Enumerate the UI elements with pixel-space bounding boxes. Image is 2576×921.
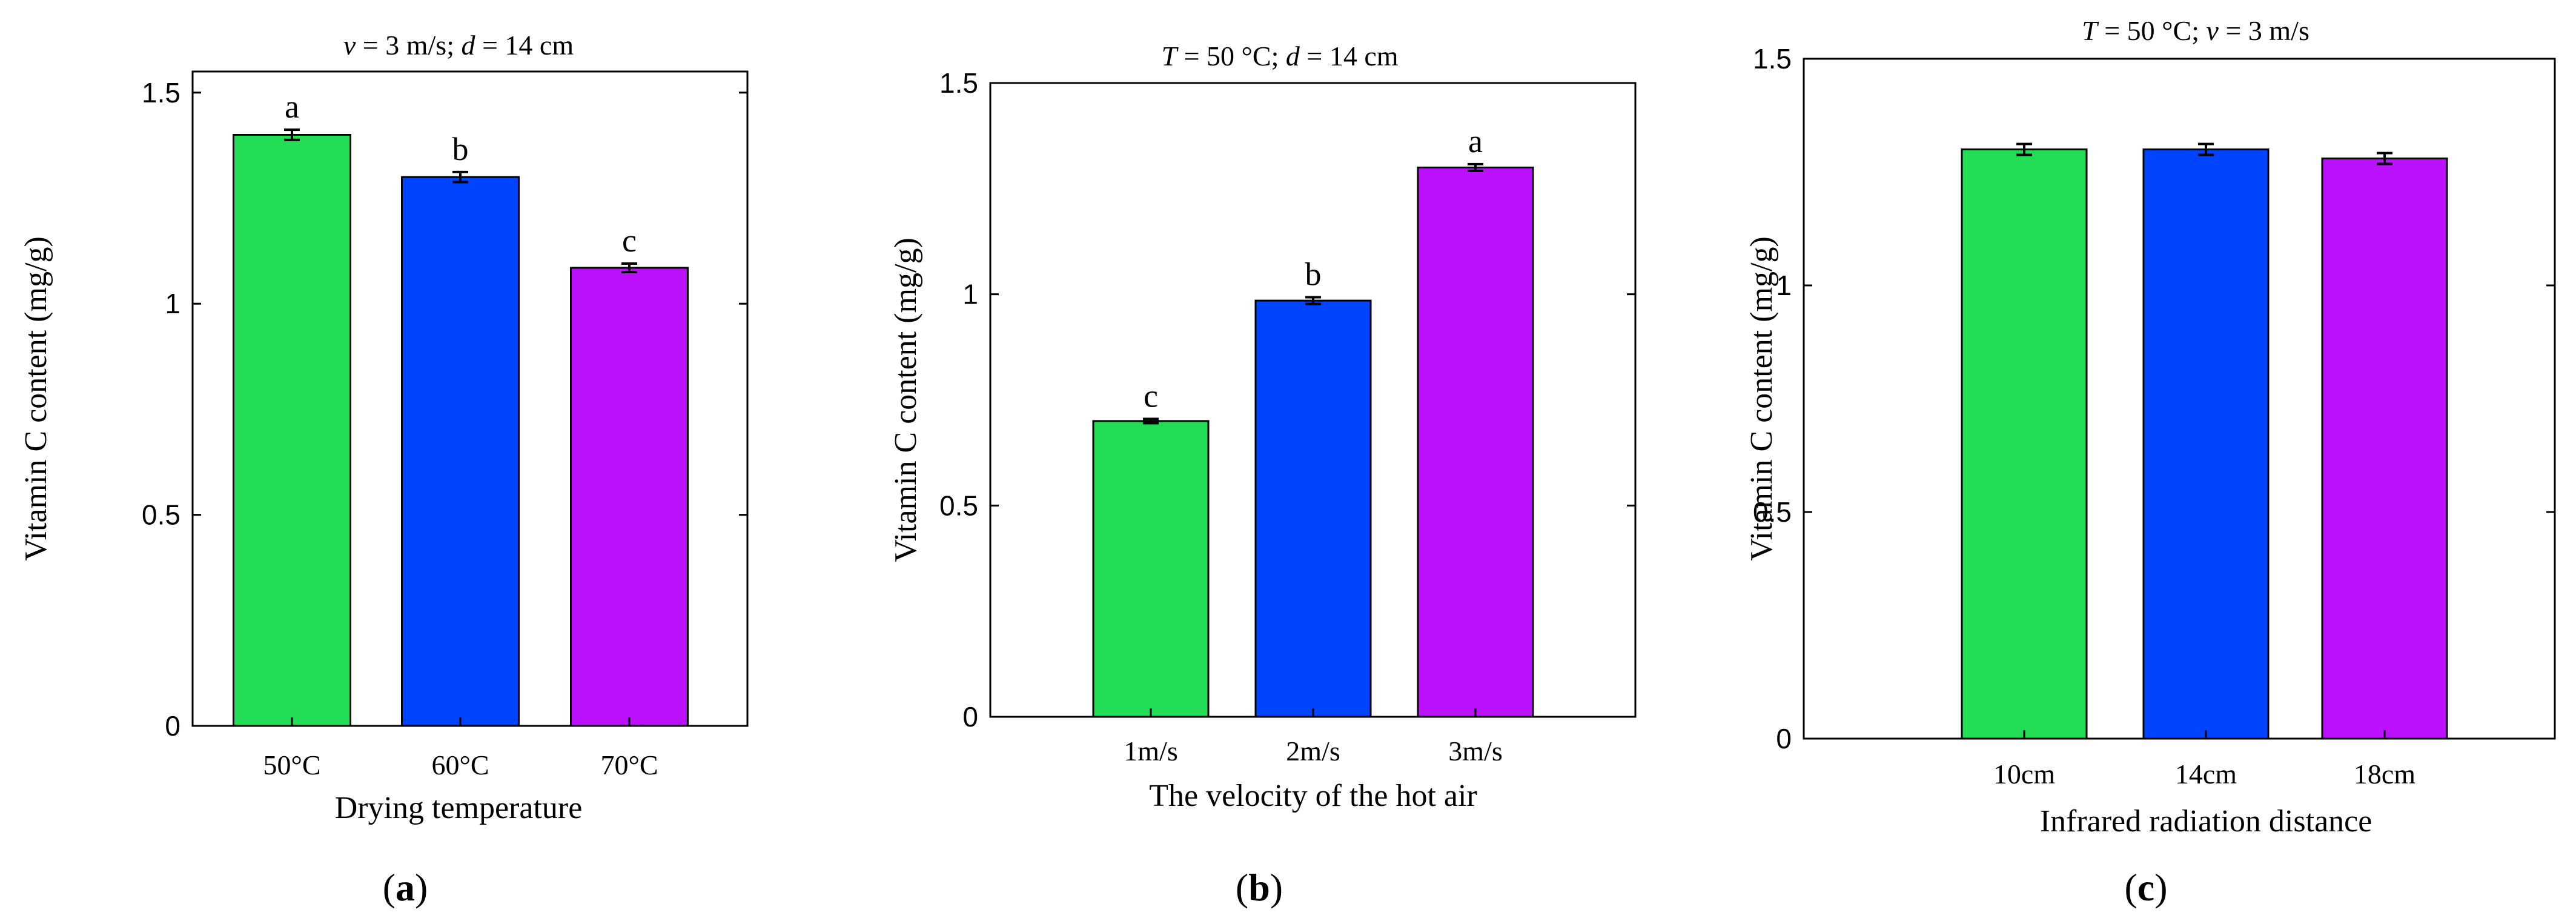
panel-label-c: (c) — [2124, 866, 2167, 909]
chart-c: T = 50 °C; v = 3 m/s 0 0.5 1 1.5 10cm 14cm 18… — [1744, 15, 2556, 909]
chart-a-x-axis-label: Drying temperature — [335, 791, 583, 825]
chart-a-error-bar-0 — [284, 128, 300, 141]
chart-a-x-tick-label-1: 60°C — [431, 750, 489, 780]
chart-c-x-tick-label-2: 18cm — [2354, 759, 2415, 790]
chart-b-error-bar-1 — [1305, 296, 1321, 305]
chart-c-x-tick-label-1: 14cm — [2175, 759, 2237, 790]
chart-a-y-tick-label-1: 0.5 — [142, 499, 180, 531]
chart-a-error-bar-2 — [621, 262, 637, 273]
chart-b-x-tick-label-0: 1m/s — [1124, 736, 1177, 766]
chart-b-error-bar-0 — [1143, 417, 1159, 425]
chart-a: v = 3 m/s; d = 14 cm 0 0.5 1 1.5 a b c 50°C 60… — [19, 30, 749, 909]
chart-b-x-tick-label-2: 3m/s — [1448, 736, 1502, 766]
chart-a-bar-2 — [570, 267, 689, 727]
chart-b-x-ticks: 1m/s 2m/s 3m/s — [1124, 708, 1503, 766]
chart-c-y-axis-label: Vitamin C content (mg/g) — [1744, 236, 1779, 561]
chart-c-x-tick-label-0: 10cm — [1993, 759, 2055, 790]
chart-a-bar-0 — [233, 134, 351, 727]
panel-label-a: (a) — [383, 866, 428, 909]
panel-label-c-letter: c — [2137, 866, 2154, 909]
chart-a-significance-0: a — [285, 88, 299, 125]
chart-b-significance-2: a — [1468, 123, 1483, 159]
chart-a-y-tick-label-2: 1 — [165, 288, 180, 319]
panel-label-a-letter: a — [396, 866, 415, 909]
chart-b-y-tick-label-1: 0.5 — [939, 490, 978, 521]
chart-c-y-tick-label-3: 1.5 — [1753, 43, 1792, 75]
chart-a-title: v = 3 m/s; d = 14 cm — [343, 30, 574, 61]
panel-label-b-letter: b — [1248, 866, 1270, 909]
panel-label-b: (b) — [1236, 866, 1283, 909]
chart-c-bars — [1961, 142, 2448, 740]
chart-b-bars: c b a — [1092, 123, 1534, 718]
chart-c-error-bar-0 — [2016, 142, 2032, 156]
chart-b-x-axis-label: The velocity of the hot air — [1149, 779, 1477, 813]
chart-c-x-axis-label: Infrared radiation distance — [2040, 804, 2372, 839]
chart-b-y-tick-label-3: 1.5 — [939, 67, 978, 99]
chart-b-significance-1: b — [1305, 256, 1322, 293]
chart-b-bar-2 — [1417, 166, 1534, 718]
chart-c-y-tick-label-2: 1 — [1776, 270, 1792, 301]
chart-b-y-tick-label-0: 0 — [962, 701, 978, 733]
chart-c-bar-2 — [2321, 158, 2448, 740]
chart-a-error-bar-1 — [452, 170, 468, 184]
chart-b-y-ticks: 0 0.5 1 1.5 — [939, 67, 1635, 733]
chart-c-bar-0 — [1961, 148, 2088, 740]
chart-b-y-tick-label-2: 1 — [962, 279, 978, 310]
chart-b-title: T = 50 °C; d = 14 cm — [1161, 41, 1398, 71]
chart-a-y-ticks: 0 0.5 1 1.5 — [142, 77, 747, 742]
chart-a-x-ticks: 50°C 60°C 70°C — [263, 717, 658, 780]
chart-c-error-bar-1 — [2198, 142, 2214, 156]
chart-b-bar-0 — [1092, 420, 1210, 718]
chart-a-significance-1: b — [452, 131, 469, 167]
chart-c-title: T = 50 °C; v = 3 m/s — [2082, 15, 2309, 46]
chart-a-bars: a b c — [233, 88, 689, 727]
chart-c-y-tick-label-0: 0 — [1776, 723, 1792, 754]
chart-a-x-tick-label-2: 70°C — [600, 750, 658, 780]
chart-a-y-axis-label: Vitamin C content (mg/g) — [19, 236, 53, 561]
chart-a-y-tick-label-0: 0 — [165, 710, 180, 742]
chart-b-x-tick-label-1: 2m/s — [1286, 736, 1340, 766]
chart-c-bar-1 — [2142, 148, 2270, 740]
chart-a-significance-2: c — [622, 222, 637, 259]
chart-c-y-tick-label-1: 0.5 — [1753, 496, 1792, 528]
chart-c-x-ticks: 10cm 14cm 18cm — [1993, 730, 2415, 790]
chart-a-bar-1 — [401, 176, 520, 727]
chart-b-bar-1 — [1254, 299, 1372, 718]
chart-b: T = 50 °C; d = 14 cm 0 0.5 1 1.5 c b a 1m/s 2m… — [889, 41, 1637, 909]
chart-a-y-tick-label-3: 1.5 — [142, 77, 180, 108]
chart-b-y-axis-label: Vitamin C content (mg/g) — [889, 238, 923, 562]
chart-a-x-tick-label-0: 50°C — [263, 750, 320, 780]
chart-b-significance-0: c — [1144, 377, 1158, 414]
chart-c-error-bar-2 — [2377, 151, 2392, 165]
chart-b-error-bar-2 — [1468, 162, 1483, 173]
chart-c-y-ticks: 0 0.5 1 1.5 — [1753, 43, 2555, 754]
